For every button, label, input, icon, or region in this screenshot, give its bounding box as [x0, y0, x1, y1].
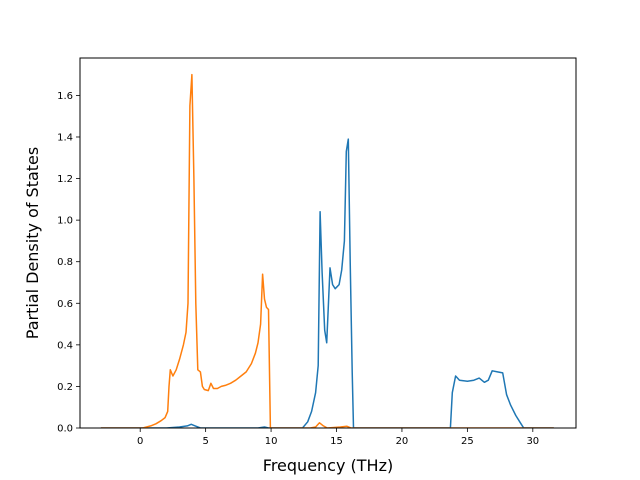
y-axis-label: Partial Density of States	[23, 147, 42, 339]
series-line-1	[100, 138, 554, 428]
series-line-2	[100, 73, 554, 428]
x-tick-label: 25	[461, 436, 474, 447]
x-tick-label: 5	[202, 436, 208, 447]
x-axis-label: Frequency (THz)	[263, 456, 393, 475]
x-tick-label: 0	[137, 436, 143, 447]
series-layer	[100, 73, 554, 428]
y-tick-label: 1.6	[57, 91, 73, 102]
y-tick-label: 0.0	[57, 424, 73, 435]
x-tick-label: 15	[330, 436, 343, 447]
x-axis-ticks: 0 5 10 15 20 25 30	[137, 428, 539, 447]
y-tick-label: 0.4	[57, 340, 73, 351]
x-tick-label: 30	[526, 436, 539, 447]
x-tick-label: 10	[265, 436, 278, 447]
y-axis-ticks: 0.0 0.2 0.4 0.6 0.8 1.0 1.2 1.4 1.6	[57, 91, 80, 435]
y-tick-label: 1.4	[57, 132, 73, 143]
y-tick-label: 1.2	[57, 174, 73, 185]
y-tick-label: 1.0	[57, 216, 73, 227]
plot-frame	[79, 57, 577, 429]
y-tick-label: 0.2	[57, 382, 73, 393]
y-tick-label: 0.6	[57, 299, 73, 310]
x-tick-label: 20	[396, 436, 409, 447]
y-tick-label: 0.8	[57, 257, 73, 268]
plot-area	[100, 73, 554, 428]
